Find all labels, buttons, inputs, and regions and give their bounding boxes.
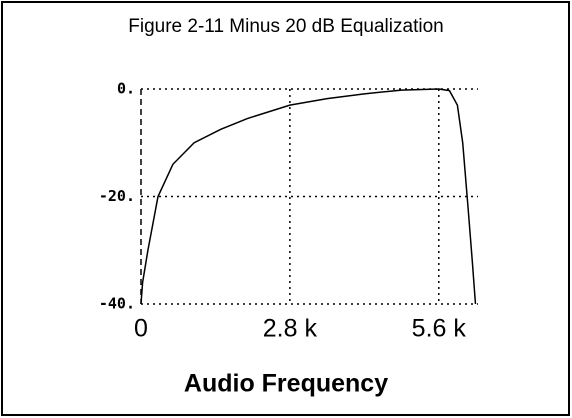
chart-title: Figure 2-11 Minus 20 dB Equalization: [128, 16, 443, 37]
x-tick-label: 5.6 k: [412, 315, 467, 343]
data-line: [140, 88, 477, 305]
x-tick-label: 0: [134, 315, 148, 343]
x-axis-label: Audio Frequency: [184, 370, 388, 398]
y-tick-label: 0.: [117, 80, 135, 98]
x-tick-label: 2.8 k: [263, 315, 318, 343]
y-tick-label: -20.: [99, 187, 135, 205]
y-tick-label: -40.: [99, 295, 135, 313]
